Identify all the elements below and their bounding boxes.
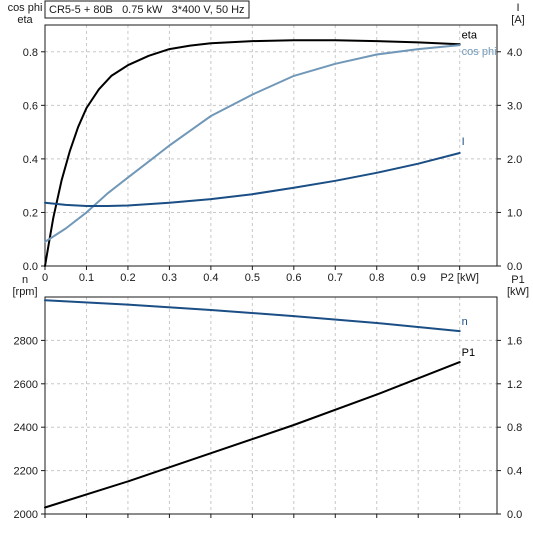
left-tick-label: 2200 [14,466,38,478]
x-tick-label: 0.6 [286,272,301,284]
header-text: CR5-5 + 80B 0.75 kW 3*400 V, 50 Hz [49,4,245,16]
series-line-eta [44,39,461,267]
right-tick-label: 0.4 [507,466,522,478]
header-box [44,0,250,19]
left-tick-label: 0.6 [23,100,38,112]
series-line-I [44,152,461,207]
x-tick-label: 0.5 [245,272,260,284]
right-tick-label: 1.0 [507,207,522,219]
right-axis-title-line2: [kW] [507,286,529,298]
series-label-n: n [462,316,468,328]
left-tick-label: 2600 [14,379,38,391]
right-tick-label: 2.0 [507,154,522,166]
series-line-cos-phi [44,44,461,243]
x-tick-label: 0.8 [369,272,384,284]
right-axis-title: P1 [511,274,524,286]
left-axis-title-line2: eta [17,14,33,26]
right-axis-title: I [516,2,519,14]
x-tick-label: 0.9 [411,272,426,284]
series-label-eta: eta [462,29,478,41]
series-label-I: I [462,136,465,148]
left-tick-label: 2000 [14,509,38,521]
x-tick-label: 0.2 [120,272,135,284]
left-tick-label: 0.2 [23,207,38,219]
series-label-cos-phi: cos phi [462,46,497,58]
series-line-n [44,299,461,333]
top-panel: 0.0 0.2 0.4 0.6 0.8 0.0 1.0 2.0 3.0 4.0 0 0.1 0.2 0.3… [8,2,525,284]
x-tick-label: 0.7 [328,272,343,284]
right-tick-label: 3.0 [507,100,522,112]
right-axis-title-line2: [A] [511,14,524,26]
left-tick-label: 0.0 [23,261,38,273]
series-label-P1: P1 [462,347,475,359]
series-line-P1 [44,361,461,509]
left-axis-title-line2: [rpm] [12,286,37,298]
x-tick-label: 0.1 [79,272,94,284]
x-tick-label: 0.3 [162,272,177,284]
right-tick-label: 0.8 [507,422,522,434]
right-tick-label: 0.0 [507,509,522,521]
x-axis-title: P2 [kW] [440,272,479,284]
right-tick-label: 4.0 [507,47,522,59]
plot-frame [44,296,498,515]
right-tick-label: 0.0 [507,261,522,273]
left-axis-title: n [22,274,28,286]
plot-frame [44,24,498,267]
left-tick-label: 0.8 [23,47,38,59]
chart-header: CR5-5 + 80B 0.75 kW 3*400 V, 50 Hz [44,0,250,19]
right-tick-label: 1.6 [507,335,522,347]
left-tick-label: 2400 [14,422,38,434]
bottom-panel: 200022002400260028000.00.40.81.21.6n[rpm… [12,274,529,521]
right-tick-label: 1.2 [507,379,522,391]
x-tick-label: 0.4 [203,272,218,284]
left-axis-title: cos phi [8,2,43,14]
x-tick-label: 0 [42,272,48,284]
left-tick-label: 2800 [14,335,38,347]
left-tick-label: 0.4 [23,154,38,166]
